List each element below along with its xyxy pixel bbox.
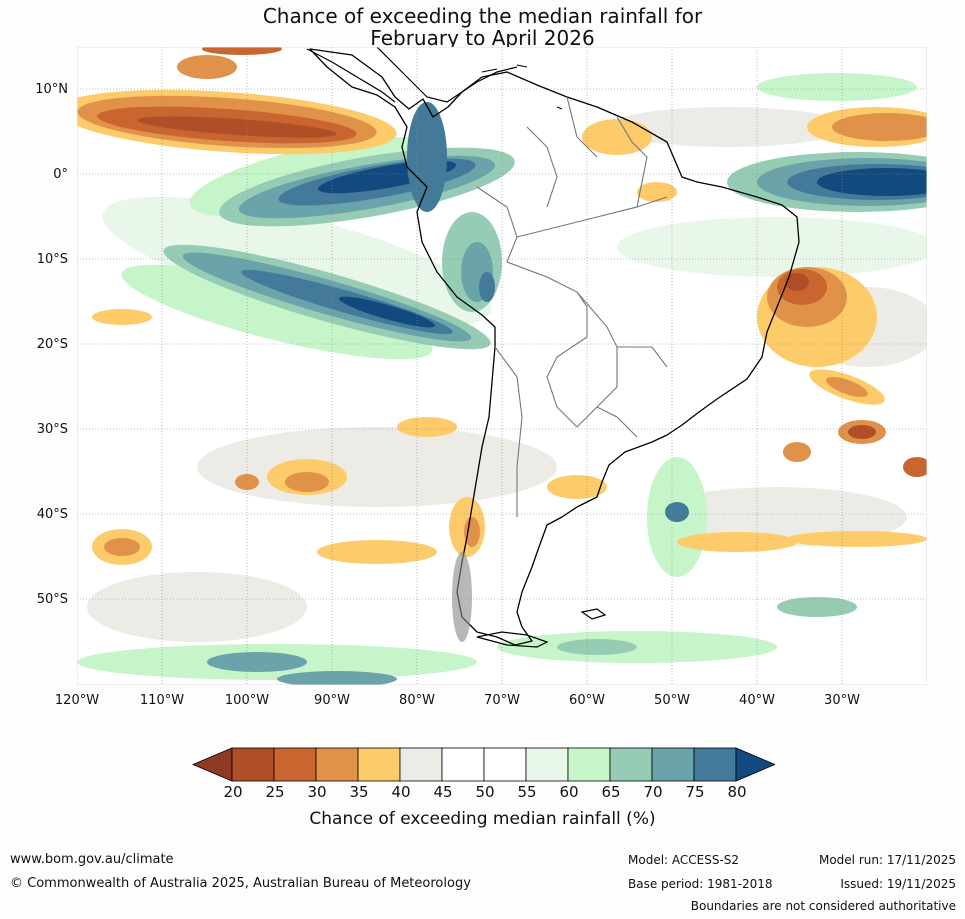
- south-america-coastline: [309, 48, 800, 646]
- colorbar-tick-45: 45: [433, 783, 453, 801]
- colorbar-tick-40: 40: [391, 783, 411, 801]
- colorbar-cell: [273, 747, 317, 782]
- lat-label-20s: 20°S: [36, 337, 68, 352]
- colorbar-cell: [525, 747, 569, 782]
- base-period: Base period: 1981-2018: [628, 877, 773, 891]
- colorbar-arrow-high: [735, 747, 775, 782]
- issued-date: Issued: 19/11/2025: [840, 877, 956, 891]
- colorbar-tick-80: 80: [727, 783, 747, 801]
- central-america-coastline: [306, 47, 518, 103]
- lat-label-40s: 40°S: [36, 507, 68, 522]
- model-name: Model: ACCESS-S2: [628, 853, 740, 867]
- website-link[interactable]: www.bom.gov.au/climate: [10, 852, 174, 867]
- graticule: [77, 47, 927, 685]
- lon-label-40w: 40°W: [739, 693, 775, 708]
- country-borders: [476, 96, 668, 517]
- lat-label-50s: 50°S: [36, 592, 68, 607]
- colorbar-tick-70: 70: [643, 783, 663, 801]
- colorbar-arrow-low: [191, 747, 233, 782]
- lon-label-30w: 30°W: [824, 693, 860, 708]
- colorbar-tick-20: 20: [223, 783, 243, 801]
- lon-label-100w: 100°W: [224, 693, 270, 708]
- falkland-islands: [580, 608, 607, 620]
- lat-label-10s: 10°S: [36, 252, 68, 267]
- tierra-del-fuego: [476, 631, 549, 648]
- lon-label-90w: 90°W: [314, 693, 350, 708]
- chile-archipelago: [452, 552, 472, 642]
- colorbar-tick-65: 65: [601, 783, 621, 801]
- colorbar-cell: [483, 747, 527, 782]
- colorbar: [191, 747, 775, 782]
- lon-label-110w: 110°W: [139, 693, 185, 708]
- colorbar-cell: [357, 747, 401, 782]
- lon-label-80w: 80°W: [399, 693, 435, 708]
- lon-label-70w: 70°W: [484, 693, 520, 708]
- colorbar-cell: [567, 747, 611, 782]
- colorbar-tick-25: 25: [265, 783, 285, 801]
- colorbar-cell: [441, 747, 485, 782]
- map-title: Chance of exceeding the median rainfall …: [0, 5, 965, 49]
- model-run-date: Model run: 17/11/2025: [818, 853, 956, 867]
- colorbar-tick-50: 50: [475, 783, 495, 801]
- lon-label-120w: 120°W: [54, 693, 100, 708]
- anomaly-patches: [77, 47, 927, 685]
- rainfall-outlook-map: [77, 47, 927, 685]
- lat-label-30s: 30°S: [36, 422, 68, 437]
- colorbar-tick-60: 60: [559, 783, 579, 801]
- lat-label-0: 0°: [53, 167, 68, 182]
- colorbar-tick-55: 55: [517, 783, 537, 801]
- map-title-line1: Chance of exceeding the median rainfall …: [262, 4, 703, 28]
- colorbar-tick-75: 75: [685, 783, 705, 801]
- colorbar-label: Chance of exceeding median rainfall (%): [309, 809, 656, 829]
- boundaries-disclaimer: Boundaries are not considered authoritat…: [690, 899, 956, 913]
- colorbar-tick-35: 35: [349, 783, 369, 801]
- colorbar-cell: [693, 747, 737, 782]
- colorbar-cell: [231, 747, 275, 782]
- colorbar-tick-30: 30: [307, 783, 327, 801]
- lat-label-10n: 10°N: [35, 82, 68, 97]
- copyright-text: © Commonwealth of Australia 2025, Austra…: [10, 876, 471, 891]
- lon-label-50w: 50°W: [654, 693, 690, 708]
- colorbar-cell: [399, 747, 443, 782]
- lon-label-60w: 60°W: [569, 693, 605, 708]
- colorbar-cell: [609, 747, 653, 782]
- map-title-line2: February to April 2026: [370, 26, 595, 50]
- colorbar-cell: [315, 747, 359, 782]
- colorbar-cell: [651, 747, 695, 782]
- caribbean-islands: [481, 64, 563, 110]
